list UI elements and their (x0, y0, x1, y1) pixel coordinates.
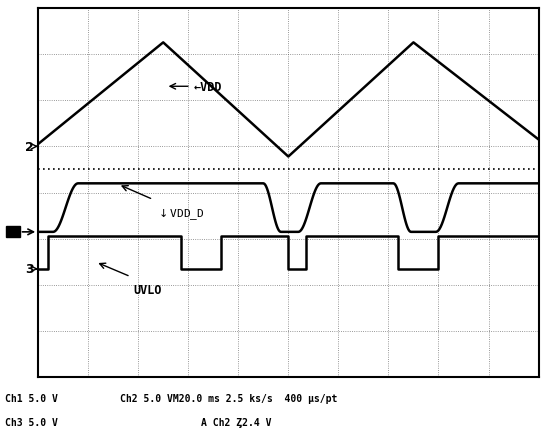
Bar (5, 227, 20, 238)
Text: Ch2 5.0 VM20.0 ms 2.5 ks/s  400 μs/pt: Ch2 5.0 VM20.0 ms 2.5 ks/s 400 μs/pt (120, 394, 337, 404)
Text: ←VDD: ←VDD (193, 81, 222, 94)
Text: $\downarrow$VDD_D: $\downarrow$VDD_D (156, 206, 204, 222)
Text: UVLO: UVLO (133, 283, 162, 296)
Text: Ch1 5.0 V: Ch1 5.0 V (5, 394, 58, 404)
Text: A Ch2 Ȥ2.4 V: A Ch2 Ȥ2.4 V (201, 418, 272, 427)
Text: 3: 3 (26, 263, 34, 276)
Text: 2: 2 (26, 141, 34, 154)
Text: Ch3 5.0 V: Ch3 5.0 V (5, 418, 58, 427)
